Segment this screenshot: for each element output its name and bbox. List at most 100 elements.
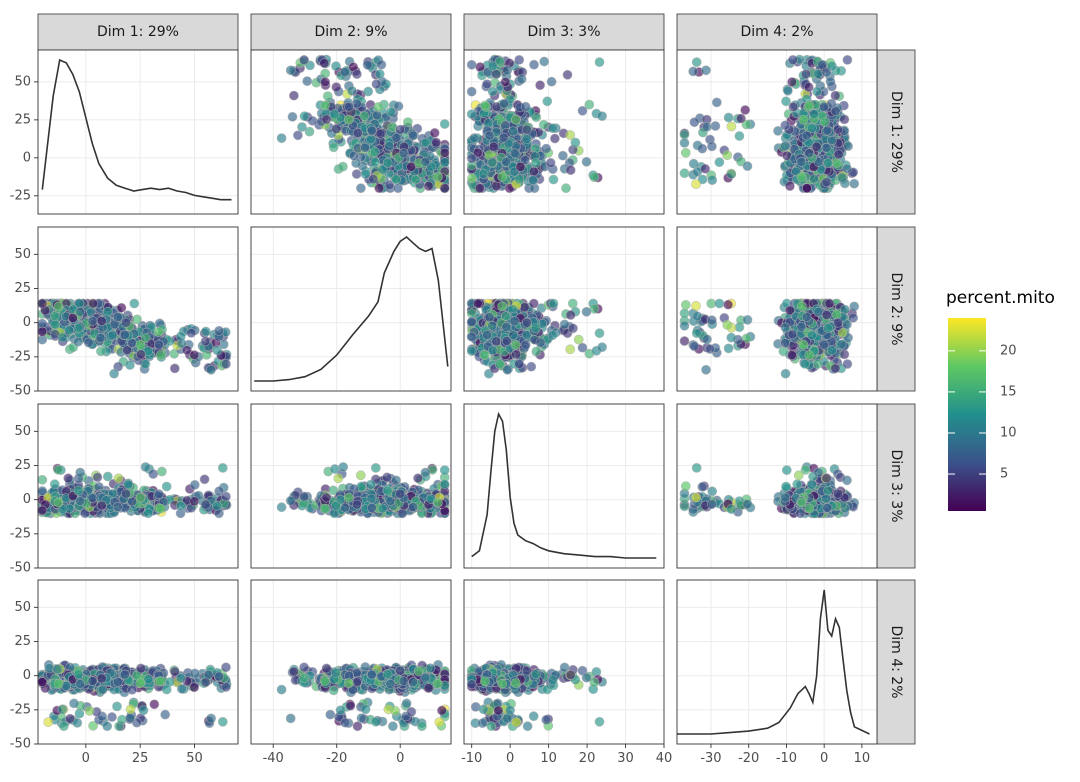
scatter-point (821, 310, 832, 320)
strip-col-2 (250, 13, 452, 51)
scatter-point (742, 314, 753, 325)
scatter-point (338, 462, 349, 472)
scatter-point (535, 80, 545, 91)
scatter-point (344, 101, 354, 112)
scatter-point (331, 123, 342, 134)
scatter-point (702, 334, 712, 345)
scatter-point (53, 301, 64, 312)
scatter-point (479, 100, 490, 111)
scatter-point (339, 67, 350, 77)
scatter-point (217, 462, 228, 473)
scatter-point (802, 183, 812, 194)
scatter-point (521, 124, 532, 135)
scatter-point (200, 336, 211, 347)
scatter-point (820, 117, 830, 127)
scatter-point (189, 350, 200, 360)
scatter-point (109, 368, 119, 379)
scatter-point (697, 143, 708, 154)
panel-r2-c3 (463, 226, 665, 392)
scatter-point (37, 326, 48, 337)
scatter-point (88, 298, 98, 309)
scatter-point (359, 111, 370, 121)
scatter-point (346, 85, 357, 96)
strip-row-3-label: Dim 3: 3% (888, 449, 904, 522)
scatter-point (299, 111, 310, 122)
scatter-point (382, 158, 393, 168)
scatter-point (37, 505, 48, 516)
scatter-point (530, 323, 541, 333)
panel-r3-c2 (250, 403, 452, 569)
scatter-point (374, 183, 385, 194)
scatter-point (813, 306, 824, 317)
scatter-point (175, 331, 186, 342)
scatter-point (487, 61, 498, 71)
scatter-point (487, 320, 498, 331)
scatter-point (96, 346, 106, 357)
scatter-point (813, 69, 824, 79)
scatter-point (679, 168, 690, 179)
scatter-point (825, 76, 836, 87)
scatter-point (499, 98, 509, 109)
scatter-point (154, 339, 164, 350)
scatter-point (726, 169, 737, 179)
scatter-point (565, 310, 576, 320)
scatter-point (821, 177, 832, 187)
scatter-point (320, 77, 331, 87)
scatter-point (391, 174, 401, 185)
scatter-point (714, 298, 725, 309)
scatter-point (96, 500, 107, 511)
scatter-point (431, 137, 442, 148)
scatter-point (370, 157, 381, 168)
scatter-point (375, 128, 386, 139)
scatter-point (833, 124, 843, 135)
scatter-point (530, 158, 541, 168)
scatter-point (297, 122, 307, 132)
scatter-point (562, 69, 573, 80)
scatter-point (798, 114, 809, 125)
scatter-point (511, 349, 522, 360)
scatter-point (154, 489, 164, 499)
scatter-point (785, 181, 795, 191)
scatter-point (827, 345, 837, 356)
scatter-point (842, 55, 853, 65)
scatter-point (796, 156, 807, 167)
scatter-point (322, 91, 333, 101)
scatter-point (531, 346, 542, 357)
scatter-point (466, 59, 477, 70)
scatter-point (148, 469, 159, 479)
scatter-point (577, 342, 588, 353)
scatter-point (849, 178, 860, 189)
scatter-point (287, 111, 298, 122)
scatter-point (508, 330, 519, 340)
scatter-point (711, 97, 722, 108)
scatter-point (363, 86, 374, 97)
scatter-point (701, 65, 711, 76)
scatter-point (679, 137, 690, 148)
scatter-point (548, 174, 559, 185)
scatter-point (200, 499, 211, 510)
scatter-point (831, 309, 842, 320)
scatter-point (701, 364, 711, 375)
scatter-point (809, 174, 819, 185)
scatter-point (319, 58, 330, 69)
scatter-point (594, 328, 605, 339)
scatter-point (509, 316, 520, 327)
scatter-point (135, 349, 146, 360)
scatter-point (577, 105, 588, 116)
scatter-point (780, 141, 791, 151)
scatter-point (121, 317, 131, 328)
scatter-point (123, 479, 134, 490)
scatter-point (581, 156, 592, 167)
scatter-point (837, 172, 847, 183)
strip-row-2 (876, 226, 916, 392)
scatter-point (510, 114, 521, 125)
scatter-point (565, 165, 576, 175)
scatter-point (355, 183, 366, 194)
scatter-point (502, 364, 513, 375)
scatter-point (351, 69, 362, 79)
scatter-point (788, 55, 798, 65)
scatter-point (329, 109, 340, 120)
scatter-point (839, 349, 850, 360)
scatter-point (161, 481, 172, 492)
